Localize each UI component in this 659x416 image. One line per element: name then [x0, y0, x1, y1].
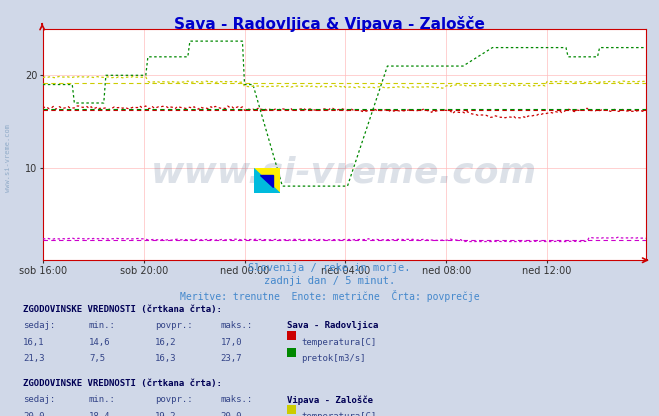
- Text: maks.:: maks.:: [221, 321, 253, 330]
- Text: 7,5: 7,5: [89, 354, 105, 364]
- Text: sedaj:: sedaj:: [23, 395, 55, 404]
- Text: ZGODOVINSKE VREDNOSTI (črtkana črta):: ZGODOVINSKE VREDNOSTI (črtkana črta):: [23, 379, 222, 388]
- Polygon shape: [260, 175, 273, 187]
- Text: Slovenija / reke in morje.: Slovenija / reke in morje.: [248, 263, 411, 273]
- Text: www.si-vreme.com: www.si-vreme.com: [5, 124, 11, 192]
- Text: 16,1: 16,1: [23, 338, 45, 347]
- Text: povpr.:: povpr.:: [155, 321, 192, 330]
- Text: 18,4: 18,4: [89, 412, 111, 416]
- Text: Vipava - Zalošče: Vipava - Zalošče: [287, 395, 373, 405]
- Text: ZGODOVINSKE VREDNOSTI (črtkana črta):: ZGODOVINSKE VREDNOSTI (črtkana črta):: [23, 305, 222, 314]
- Text: zadnji dan / 5 minut.: zadnji dan / 5 minut.: [264, 276, 395, 286]
- Text: temperatura[C]: temperatura[C]: [301, 412, 376, 416]
- Text: sedaj:: sedaj:: [23, 321, 55, 330]
- Text: povpr.:: povpr.:: [155, 395, 192, 404]
- Polygon shape: [254, 168, 280, 193]
- Text: 16,3: 16,3: [155, 354, 177, 364]
- Text: 23,7: 23,7: [221, 354, 243, 364]
- Text: Sava - Radovljica & Vipava - Zalošče: Sava - Radovljica & Vipava - Zalošče: [174, 16, 485, 32]
- Text: 21,3: 21,3: [23, 354, 45, 364]
- Text: 16,2: 16,2: [155, 338, 177, 347]
- Text: 14,6: 14,6: [89, 338, 111, 347]
- Text: min.:: min.:: [89, 321, 116, 330]
- Text: maks.:: maks.:: [221, 395, 253, 404]
- Text: 19,2: 19,2: [155, 412, 177, 416]
- Text: www.si-vreme.com: www.si-vreme.com: [152, 155, 537, 189]
- Text: temperatura[C]: temperatura[C]: [301, 338, 376, 347]
- Text: 17,0: 17,0: [221, 338, 243, 347]
- Text: Sava - Radovljica: Sava - Radovljica: [287, 321, 378, 330]
- Text: 20,0: 20,0: [221, 412, 243, 416]
- Polygon shape: [254, 168, 280, 193]
- Text: min.:: min.:: [89, 395, 116, 404]
- Text: Meritve: trenutne  Enote: metrične  Črta: povprečje: Meritve: trenutne Enote: metrične Črta: …: [180, 290, 479, 302]
- Text: pretok[m3/s]: pretok[m3/s]: [301, 354, 366, 364]
- Text: 20,0: 20,0: [23, 412, 45, 416]
